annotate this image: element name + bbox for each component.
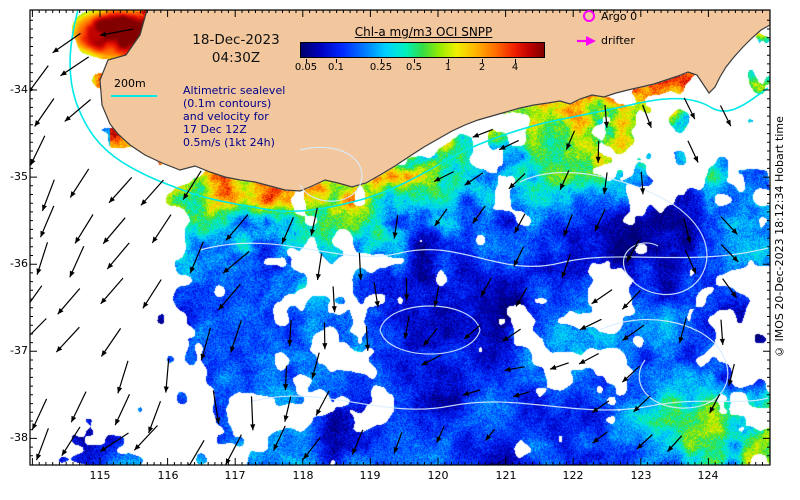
isobath-depth-label: 200m [114,77,146,90]
y-axis-tick-label: -34 [10,83,28,96]
x-axis-tick-label: 121 [495,469,517,482]
drifter-label: drifter [601,34,635,47]
colorbar-tick-label: 1 [444,62,452,73]
colorbar-tick-mark [515,59,516,63]
colorbar-tick-mark [482,59,483,63]
y-axis-tick-label: -37 [10,344,28,357]
timestamp-date: 18-Dec-2023 [192,32,280,48]
map-timestamp: 18-Dec-2023 04:30Z [183,31,289,67]
colorbar-tick-label: 0.25 [369,62,393,73]
velocity-arrow-field [30,28,739,465]
y-axis-tick-label: -38 [10,431,28,444]
drifter-symbol-head [586,36,596,46]
argo-float-symbol [583,10,595,22]
x-axis-tick-label: 120 [427,469,449,482]
credit-text: © IMOS 20-Dec-2023 18:12:34 Hobart time [773,116,786,359]
x-axis-tick-label: 115 [89,469,111,482]
isobath-200m-line [69,10,769,213]
altimetry-legend-line: (0.1m contours) [183,97,272,110]
plot-border [29,9,771,466]
x-axis-tick-label: 122 [562,469,584,482]
colorbar-tick-label: 2 [478,62,486,73]
y-axis-tick-label: -36 [10,257,28,270]
colorbar-tick-mark [414,59,415,63]
isobath-legend-swatch [111,95,157,97]
argo-count-label: Argo 0 [601,10,638,23]
colorbar-tick-label: 0.05 [294,62,318,73]
x-axis-tick-label: 124 [697,469,719,482]
x-axis-tick-label: 118 [292,469,314,482]
colorbar-tick-mark [381,59,382,63]
colorbar-tick-mark [448,59,449,63]
colorbar-gradient [300,42,545,58]
x-axis-tick-label: 123 [630,469,652,482]
land-mass [99,10,770,192]
x-axis-tick-label: 117 [224,469,246,482]
colorbar-title: Chl-a mg/m3 OCI SNPP [354,25,493,39]
colorbar-tick-mark [336,59,337,63]
timestamp-time: 04:30Z [211,50,261,66]
x-axis-tick-label: 116 [157,469,179,482]
colorbar-tick-label: 0.1 [328,62,344,73]
colorbar-tick-mark [306,59,307,63]
altimetry-legend-line: 17 Dec 12Z [183,123,247,136]
altimetry-legend-line: Altimetric sealevel [183,84,286,97]
colorbar-tick-label: 4 [511,62,519,73]
sealevel-contour-lines [199,146,769,411]
colorbar-tick-label: 0.5 [406,62,422,73]
altimetry-legend-line: 0.5m/s (1kt 24h) [183,136,275,149]
altimetry-legend-line: and velocity for [183,110,269,123]
altimetry-legend: Altimetric sealevel (0.1m contours) and … [183,84,285,149]
x-axis-tick-label: 119 [359,469,381,482]
y-axis-tick-label: -35 [10,170,28,183]
axis-tick-marks [30,10,770,465]
